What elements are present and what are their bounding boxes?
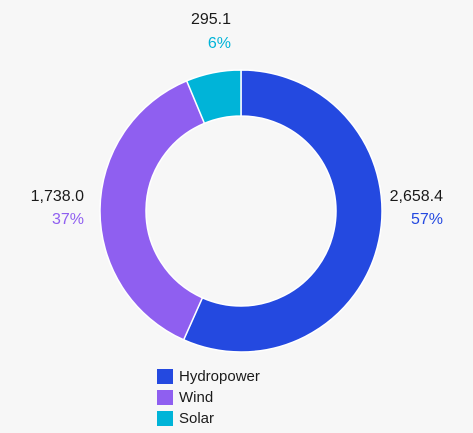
donut-slice — [185, 69, 242, 125]
donut-slice — [99, 79, 206, 341]
legend-label: Solar — [179, 410, 214, 427]
legend-swatch — [157, 369, 173, 384]
donut-slice — [182, 69, 383, 353]
percent-label: 57% — [411, 211, 443, 228]
value-label: 295.1 — [191, 11, 231, 28]
legend-label: Wind — [179, 389, 213, 406]
legend-label: Hydropower — [179, 368, 260, 385]
percent-label: 37% — [52, 211, 84, 228]
legend-swatch — [157, 390, 173, 405]
value-label: 2,658.4 — [390, 188, 443, 205]
value-label: 1,738.0 — [31, 188, 84, 205]
legend-swatch — [157, 411, 173, 426]
percent-label: 6% — [208, 35, 231, 52]
